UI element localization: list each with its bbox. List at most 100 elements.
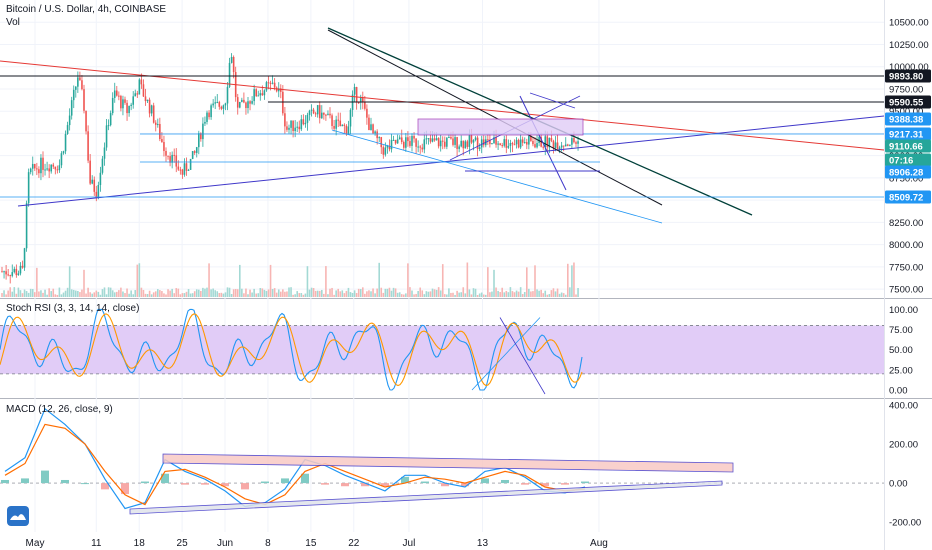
volume-bar	[372, 288, 374, 297]
volume-bar	[42, 292, 44, 297]
volume-bar	[507, 292, 510, 297]
candle-body	[353, 87, 356, 95]
volume-bar	[126, 288, 128, 297]
volume-bar	[214, 290, 216, 297]
volume-bar	[224, 292, 227, 297]
candle-body	[142, 84, 145, 97]
candle-body	[364, 101, 366, 109]
candle-body	[40, 157, 42, 174]
candle-body	[362, 97, 364, 102]
price-tick-label: 8000.00	[889, 240, 923, 251]
volume-bar	[577, 288, 579, 297]
candle-body	[34, 163, 36, 169]
candle-body	[472, 139, 475, 143]
volume-bar	[538, 290, 540, 297]
candle-body	[152, 105, 155, 123]
volume-bar	[17, 287, 20, 297]
volume-bar	[58, 287, 61, 297]
candle-body	[75, 86, 77, 90]
candle-body	[403, 141, 405, 148]
volume-bar	[318, 290, 321, 297]
candle-body	[298, 126, 301, 130]
candle-body	[208, 112, 210, 118]
volume-bar	[419, 287, 421, 297]
price-label-box	[885, 153, 931, 167]
candle-body	[511, 143, 514, 145]
volume-bar	[505, 290, 508, 297]
volume-bar	[64, 290, 67, 297]
candle-body	[44, 169, 46, 171]
macd-histogram-bar	[41, 470, 49, 484]
volume-bar	[54, 294, 57, 297]
candle-body	[150, 105, 153, 114]
volume-bar	[368, 290, 370, 297]
candle-body	[46, 168, 48, 170]
candle-body	[347, 126, 350, 135]
candle-body	[400, 137, 403, 142]
candle-body	[501, 145, 503, 147]
candle-body	[519, 139, 522, 148]
macd-histogram-bar	[581, 481, 589, 484]
candle-body	[548, 137, 551, 148]
candle-body	[286, 126, 288, 130]
candle-body	[245, 102, 247, 109]
volume-bar	[403, 294, 405, 297]
candle-body	[111, 97, 114, 114]
candle-body	[159, 124, 161, 140]
candle-body	[93, 179, 96, 192]
macd-panel: 400.00 200.00 0.00 -200.00	[0, 400, 921, 529]
price-tick-label: 7750.00	[889, 262, 923, 273]
volume-bar	[259, 288, 262, 297]
volume-bar	[396, 292, 399, 297]
candle-body	[421, 147, 424, 150]
volume-bar	[554, 291, 557, 297]
candle-body	[3, 271, 5, 273]
volume-bar	[347, 287, 350, 297]
candle-body	[552, 140, 555, 148]
candle-body	[284, 113, 286, 127]
volume-bar	[44, 289, 46, 297]
candle-body	[462, 140, 465, 149]
volume-bar	[146, 294, 149, 297]
candle-body	[265, 82, 268, 91]
volume-bar	[34, 292, 36, 297]
volume-bar	[134, 290, 137, 297]
volume-bar	[154, 291, 157, 297]
volume-bar	[204, 288, 206, 297]
time-axis: May 11 18 25 Jun 8 15 22 Jul 13 Aug	[26, 538, 608, 549]
candle-body	[257, 95, 260, 97]
volume-bar	[386, 288, 389, 297]
volume-bar	[206, 287, 208, 297]
macd-histogram-bar	[461, 483, 469, 487]
volume-bar	[251, 292, 253, 297]
candle-body	[214, 102, 216, 104]
volume-bar	[573, 262, 575, 297]
volume-bar	[89, 292, 91, 297]
volume-bar	[302, 294, 305, 297]
rsi-trendline	[499, 317, 546, 395]
time-tick-label: 13	[477, 538, 489, 549]
time-tick-label: 18	[134, 538, 146, 549]
volume-bar	[284, 291, 286, 297]
candle-body	[206, 112, 208, 122]
candle-body	[458, 146, 460, 149]
candle-body	[89, 160, 91, 184]
macd-histogram-bar	[401, 476, 409, 484]
candle-body	[25, 203, 28, 249]
candle-body	[296, 126, 298, 128]
tradingview-logo-icon[interactable]	[7, 506, 29, 526]
candle-body	[87, 131, 89, 161]
volume-bar	[388, 287, 391, 297]
macd-histogram-bar	[141, 481, 149, 484]
volume-bar	[382, 292, 385, 297]
volume-bar	[304, 293, 307, 297]
volume-bar	[400, 294, 403, 297]
volume-bar	[470, 294, 473, 297]
volume-bar	[560, 292, 563, 297]
volume-bar	[450, 292, 452, 297]
volume-bar	[150, 294, 153, 297]
candle-body	[273, 82, 276, 88]
candle-body	[36, 168, 38, 170]
price-tick-label: 9500.00	[889, 107, 923, 118]
